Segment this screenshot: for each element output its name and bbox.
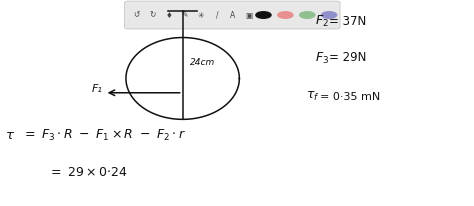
- Circle shape: [278, 12, 293, 18]
- FancyBboxPatch shape: [125, 1, 340, 29]
- Text: ✎: ✎: [182, 11, 188, 20]
- Text: ♦: ♦: [165, 11, 172, 20]
- Text: /: /: [216, 11, 218, 20]
- Text: A: A: [230, 11, 236, 20]
- Text: $\tau$: $\tau$: [5, 129, 16, 142]
- Circle shape: [300, 12, 315, 18]
- Text: ↺: ↺: [134, 11, 140, 20]
- Text: = 37N: = 37N: [329, 15, 366, 28]
- Text: ▣: ▣: [245, 11, 253, 20]
- Text: $= \ F_3 \cdot R \ - \ F_1 \times R \ - \ F_2 \cdot r$: $= \ F_3 \cdot R \ - \ F_1 \times R \ - …: [22, 128, 186, 143]
- Text: = 29N: = 29N: [329, 52, 366, 64]
- Text: ↻: ↻: [150, 11, 156, 20]
- Circle shape: [256, 12, 271, 18]
- Text: 24cm: 24cm: [190, 58, 215, 67]
- Text: ✳: ✳: [198, 11, 204, 20]
- Circle shape: [321, 12, 337, 18]
- Text: $F_2$: $F_2$: [315, 14, 329, 29]
- Text: F₁: F₁: [91, 84, 102, 94]
- Text: $= \ 29 \times 0{\cdot}24$: $= \ 29 \times 0{\cdot}24$: [48, 166, 128, 179]
- Text: $\tau_f$: $\tau_f$: [306, 90, 319, 103]
- Text: = 0·35 mN: = 0·35 mN: [319, 92, 380, 102]
- Text: $F_3$: $F_3$: [315, 50, 329, 66]
